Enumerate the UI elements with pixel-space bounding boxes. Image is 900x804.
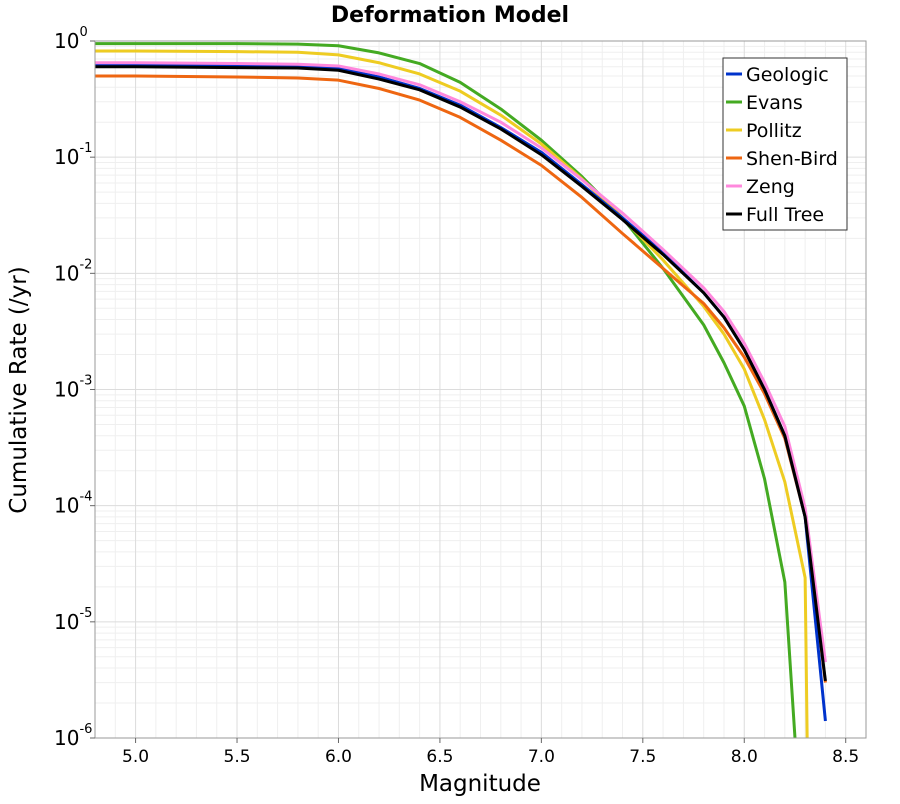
x-tick-label: 8.0: [731, 747, 758, 767]
series-line-shen-bird: [95, 74, 827, 683]
legend-label: Shen-Bird: [746, 148, 838, 170]
y-axis-label: Cumulative Rate (/yr): [6, 266, 32, 513]
series-line-zeng: [95, 61, 827, 663]
x-tick-label: 7.5: [629, 747, 656, 767]
y-tick-label: 10-3: [54, 374, 92, 402]
x-axis-label: Magnitude: [419, 771, 541, 797]
x-tick-label: 6.0: [325, 747, 352, 767]
legend: Geologic Evans Pollitz Shen-Bird Zeng Full Tr…: [722, 57, 848, 231]
legend-label: Full Tree: [746, 204, 824, 226]
x-tick-label: 8.5: [832, 747, 859, 767]
y-tick-label: 10-4: [54, 490, 92, 518]
legend-label: Geologic: [746, 64, 829, 86]
x-tick-label: 7.0: [528, 747, 555, 767]
legend-label: Pollitz: [746, 120, 802, 142]
legend-label: Evans: [746, 92, 803, 114]
y-tick-label: 10-5: [54, 606, 92, 634]
chart-title: Deformation Model: [331, 3, 569, 28]
legend-label: Zeng: [746, 176, 795, 198]
series-line-pollitz: [95, 49, 809, 738]
x-tick-label: 5.5: [224, 747, 251, 767]
series-line-full-tree: [95, 65, 827, 682]
x-tick-label: 5.0: [122, 747, 149, 767]
x-axis-ticks: 5.0 5.5 6.0 6.5 7.0 7.5 8.0 8.5: [122, 738, 859, 767]
series-line-evans: [95, 42, 797, 738]
legend-box: [722, 57, 848, 231]
x-tick-label: 6.5: [426, 747, 453, 767]
series-layer: [95, 42, 827, 738]
